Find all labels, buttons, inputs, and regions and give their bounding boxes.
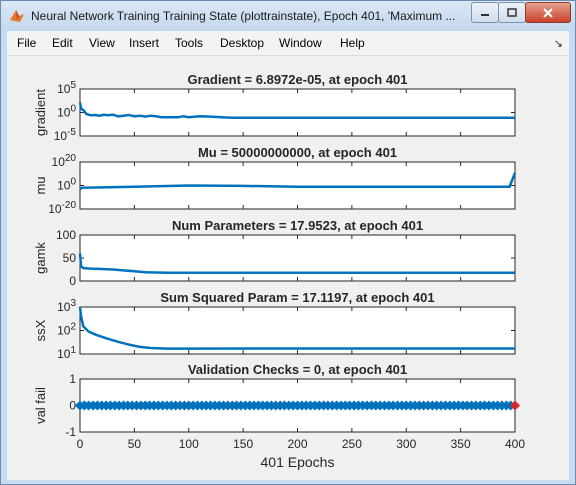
menu-bar: File Edit View Insert Tools Desktop Wind… (7, 31, 569, 56)
xtick-label-4: 200 (287, 437, 307, 451)
plot-ylabel-4: val fail (33, 387, 48, 424)
minimize-button[interactable] (471, 2, 499, 23)
ytick-label-4-0: 1 (69, 372, 76, 386)
menu-view[interactable]: View (89, 36, 115, 50)
plot-title-0: Gradient = 6.8972e-05, at epoch 401 (187, 72, 407, 87)
ytick-label-0-0: 105 (57, 80, 76, 96)
matlab-app-icon (10, 10, 24, 22)
menu-desktop[interactable]: Desktop (220, 36, 265, 50)
xtick-label-8: 400 (505, 437, 525, 451)
x-axis-label: 401 Epochs (261, 454, 335, 470)
menu-insert[interactable]: Insert (129, 36, 160, 50)
ytick-label-0-1: 100 (57, 104, 76, 120)
maximize-icon (507, 7, 517, 17)
figure-canvas: Gradient = 6.8972e-05, at epoch 401 gradi… (7, 56, 569, 480)
series-line-3 (78, 306, 515, 350)
training-state-plots: Gradient = 6.8972e-05, at epoch 401 gradi… (33, 72, 525, 470)
xtick-label-5: 250 (342, 437, 362, 451)
plot-axes-0 (79, 88, 516, 137)
series-line-0 (78, 102, 515, 119)
close-button[interactable] (525, 2, 571, 23)
maximize-button[interactable] (498, 2, 526, 23)
plot-title-1: Mu = 50000000000, at epoch 401 (198, 145, 397, 160)
ytick-label-3-1: 102 (57, 322, 76, 338)
ytick-label-0-2: 10-5 (54, 127, 77, 143)
title-bar[interactable]: Neural Network Training Training State (… (1, 1, 575, 31)
plot-ylabel-3: ssX (33, 319, 48, 341)
xtick-label-3: 150 (233, 437, 253, 451)
ytick-label-3-2: 101 (57, 345, 76, 361)
ytick-label-1-1: 100 (57, 177, 76, 193)
xtick-label-1: 50 (128, 437, 142, 451)
menu-file[interactable]: File (17, 36, 37, 50)
plot-ylabel-1: mu (33, 176, 48, 194)
menu-window[interactable]: Window (279, 36, 322, 50)
xtick-label-2: 100 (179, 437, 199, 451)
ytick-label-3-0: 103 (57, 298, 76, 314)
best-epoch-marker (510, 400, 520, 411)
dock-arrow-icon[interactable]: ↘ (553, 38, 563, 50)
plot-title-3: Sum Squared Param = 17.1197, at epoch 40… (160, 290, 434, 305)
plot-axes-2 (79, 234, 516, 282)
menu-tools[interactable]: Tools (175, 36, 204, 50)
plot-axes-3 (79, 306, 516, 355)
xtick-label-7: 350 (451, 437, 471, 451)
ytick-label-2-2: 0 (69, 274, 76, 288)
menu-help[interactable]: Help (340, 36, 365, 50)
close-icon (543, 7, 553, 18)
window-title: Neural Network Training Training State (… (31, 9, 456, 23)
xtick-label-0: 0 (77, 437, 84, 451)
plot-ylabel-2: gamk (33, 242, 48, 274)
plot-ylabel-0: gradient (33, 89, 48, 136)
ytick-label-2-1: 50 (63, 251, 77, 265)
ytick-label-2-0: 100 (56, 228, 76, 242)
plot-title-4: Validation Checks = 0, at epoch 401 (188, 362, 407, 377)
ytick-label-1-0: 1020 (52, 153, 77, 169)
ytick-label-1-2: 10-20 (48, 200, 76, 216)
series-line-2 (78, 253, 515, 274)
ytick-label-4-2: -1 (65, 425, 76, 439)
plot-title-2: Num Parameters = 17.9523, at epoch 401 (172, 218, 423, 233)
xtick-label-6: 300 (396, 437, 416, 451)
minimize-icon (481, 13, 489, 16)
series-line-1 (79, 172, 517, 191)
menu-edit[interactable]: Edit (52, 36, 73, 50)
ytick-label-4-1: 0 (69, 399, 76, 413)
